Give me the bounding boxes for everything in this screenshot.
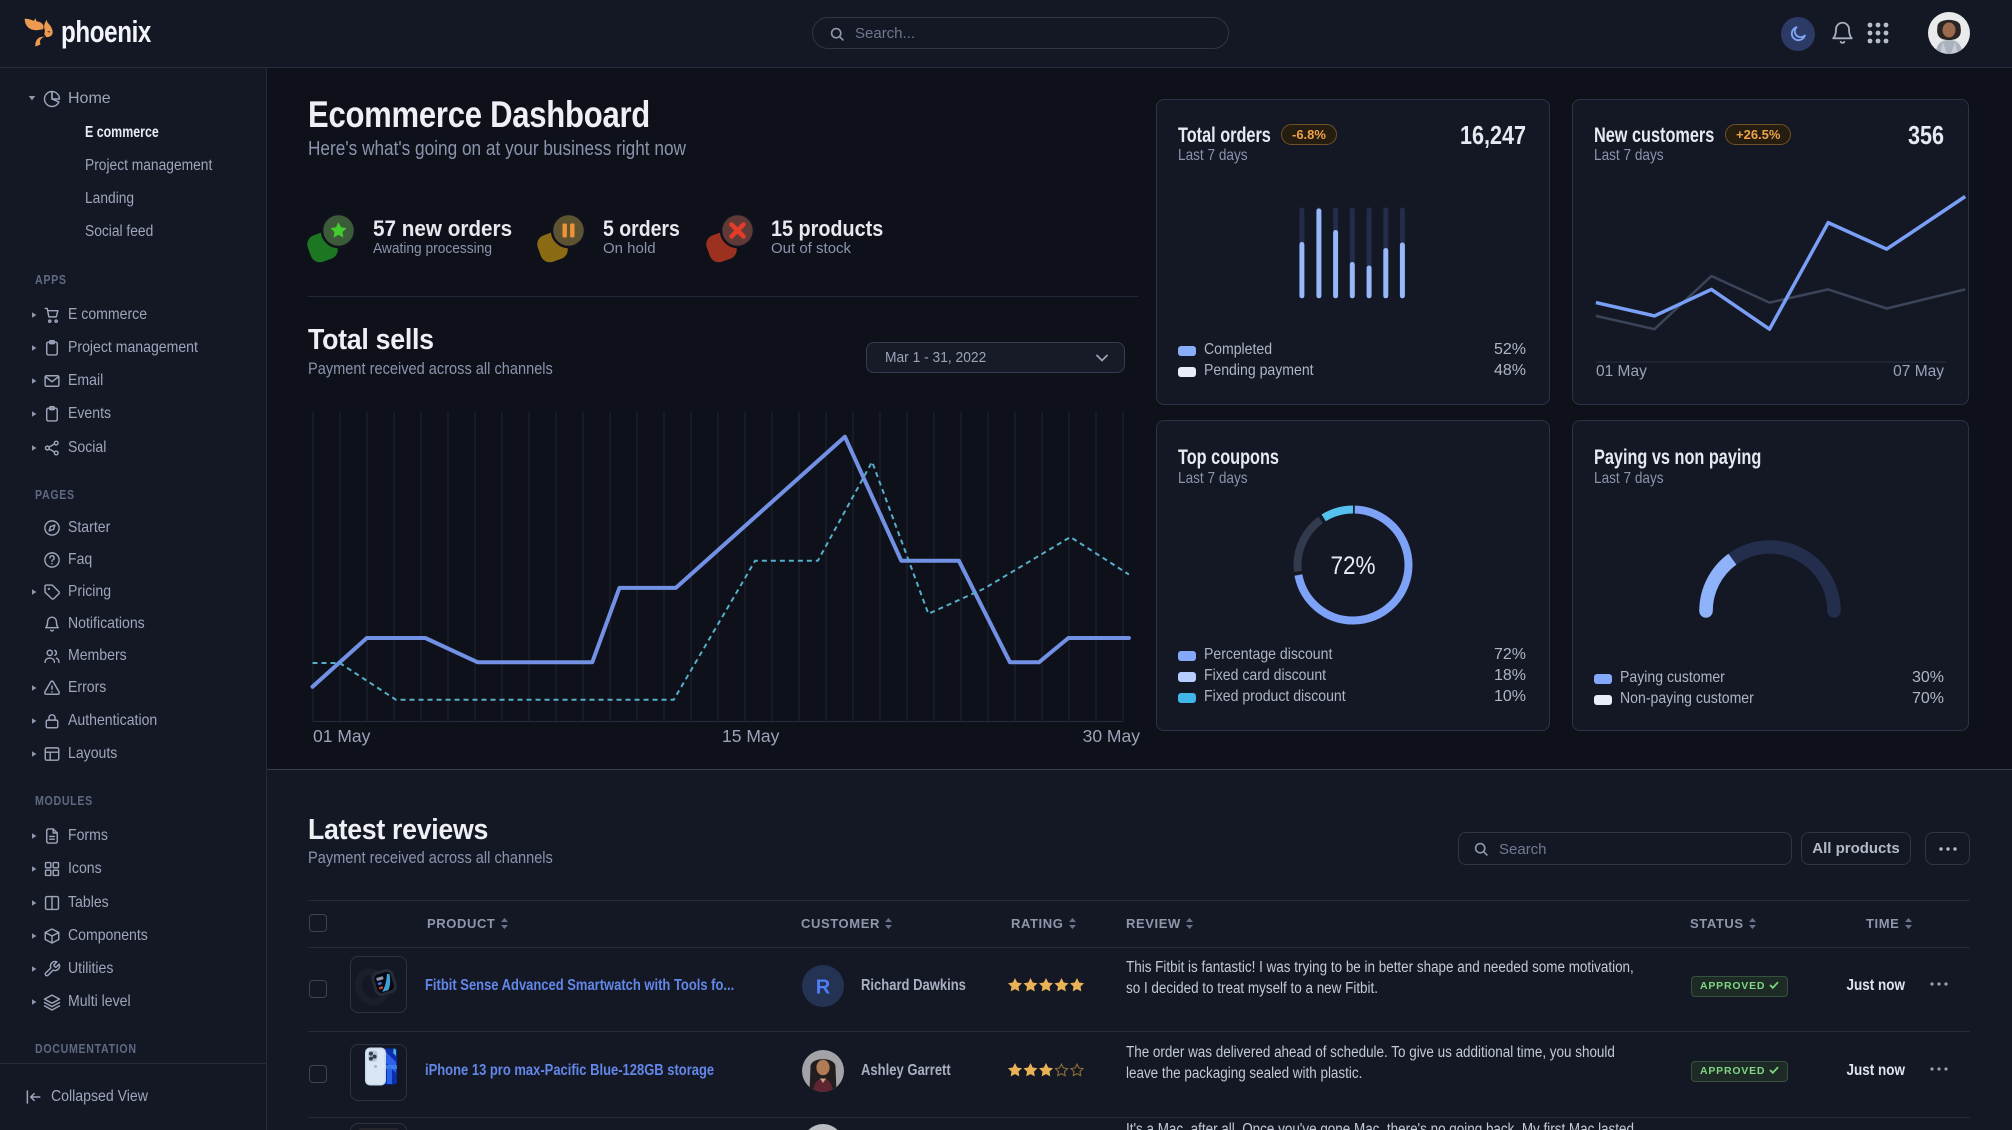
svg-text:R: R <box>816 977 831 999</box>
